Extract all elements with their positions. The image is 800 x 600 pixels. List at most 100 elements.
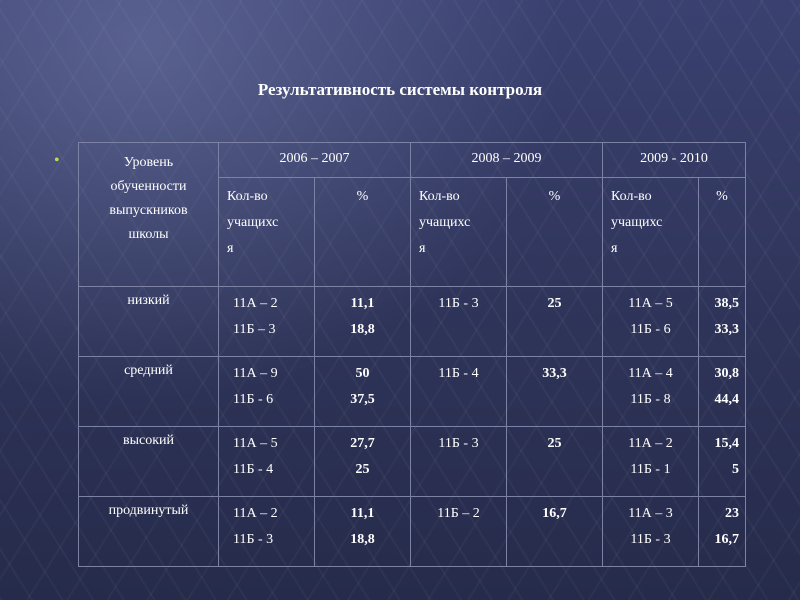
header-level-line: Уровень	[123, 155, 174, 170]
pct-value: 18,8	[350, 532, 375, 547]
pct-cell: 11,1 18,8	[314, 496, 411, 567]
count-cell: 11А – 2 11Б - 3	[218, 496, 315, 567]
pct-value: 16,7	[542, 506, 567, 521]
pct-cell: 30,8 44,4	[697, 356, 747, 427]
level-cell: средний	[78, 356, 219, 427]
pct-value: 25	[547, 436, 562, 451]
count-cell: 11Б - 3	[410, 286, 507, 357]
count-cell: 11А – 4 11Б - 8	[602, 356, 699, 427]
pct-cell: 25	[506, 286, 603, 357]
pct-value: 37,5	[350, 392, 375, 407]
count-value: 11А – 4	[628, 366, 673, 381]
header-level-line: обученности	[110, 179, 187, 194]
count-cell: 11А – 5 11Б - 4	[218, 426, 315, 497]
table-row: продвинутый 11А – 2 11Б - 3 11,1 18,8 11…	[78, 496, 747, 567]
table-header-row: Уровень обученности выпускников школы 20…	[78, 142, 747, 287]
level-cell: низкий	[78, 286, 219, 357]
pct-value: 11,1	[350, 506, 375, 521]
count-value: 11А – 2	[233, 296, 278, 311]
count-value: 11А – 9	[233, 366, 278, 381]
table-subheader-row: Кол-во учащихс я % Кол-во учащихс я % Ко…	[79, 177, 747, 287]
pct-cell: 16,7	[506, 496, 603, 567]
count-cell: 11Б – 2	[410, 496, 507, 567]
table-row: низкий 11А – 2 11Б – 3 11,1 18,8 11Б - 3…	[78, 286, 747, 357]
level-cell: высокий	[78, 426, 219, 497]
subheader-count-line: учащихс	[419, 215, 471, 230]
count-value: 11Б - 1	[630, 462, 671, 477]
header-year-2: 2008 – 2009	[410, 142, 603, 178]
count-value: 11Б - 3	[438, 296, 479, 311]
pct-value: 25	[355, 462, 370, 477]
count-value: 11А – 2	[233, 506, 278, 521]
pct-value: 38,5	[714, 296, 740, 311]
subheader-count-line: я	[227, 241, 234, 256]
subheader-count-line: Кол-во	[227, 189, 268, 204]
table-row: высокий 11А – 5 11Б - 4 27,7 25 11Б - 3 …	[78, 426, 747, 497]
count-value: 11Б – 3	[233, 322, 276, 337]
slide-title: Результативность системы контроля	[257, 80, 543, 99]
pct-value: 15,4	[714, 436, 740, 451]
pct-value: 16,7	[714, 532, 740, 547]
pct-value: 27,7	[350, 436, 375, 451]
pct-value: 30,8	[714, 366, 740, 381]
count-cell: 11А – 2 11Б – 3	[218, 286, 315, 357]
results-table: Уровень обученности выпускников школы 20…	[78, 142, 747, 567]
subheader-count-line: Кол-во	[611, 189, 652, 204]
subheader-count-line: я	[419, 241, 426, 256]
count-value: 11А – 2	[628, 436, 673, 451]
bullet-icon: •	[54, 152, 60, 169]
header-level-cell: Уровень обученности выпускников школы	[78, 142, 219, 287]
count-value: 11Б - 3	[630, 532, 671, 547]
pct-cell: 27,7 25	[314, 426, 411, 497]
pct-value: 11,1	[350, 296, 375, 311]
pct-value: 23	[725, 506, 740, 521]
pct-value: 5	[732, 462, 740, 477]
count-cell: 11А – 9 11Б - 6	[218, 356, 315, 427]
count-cell: 11Б - 4	[410, 356, 507, 427]
pct-cell: 15,4 5	[697, 426, 747, 497]
pct-cell: 50 37,5	[314, 356, 411, 427]
header-level-line: школы	[128, 227, 169, 242]
count-value: 11А – 3	[628, 506, 673, 521]
level-cell: продвинутый	[78, 496, 219, 567]
pct-cell: 33,3	[506, 356, 603, 427]
count-value: 11Б - 3	[438, 436, 479, 451]
count-cell: 11А – 2 11Б - 1	[602, 426, 699, 497]
subheader-pct: %	[697, 177, 747, 287]
subheader-pct: %	[314, 177, 411, 287]
count-value: 11Б – 2	[437, 506, 480, 521]
count-value: 11Б - 3	[233, 532, 274, 547]
pct-cell: 11,1 18,8	[314, 286, 411, 357]
subheader-count: Кол-во учащихс я	[410, 177, 507, 287]
subheader-pct: %	[506, 177, 603, 287]
header-year-1: 2006 – 2007	[218, 142, 411, 178]
pct-cell: 25	[506, 426, 603, 497]
subheader-count-line: учащихс	[227, 215, 279, 230]
table-row: средний 11А – 9 11Б - 6 50 37,5 11Б - 4 …	[78, 356, 747, 427]
count-value: 11Б - 4	[233, 462, 274, 477]
subheader-count-line: я	[611, 241, 618, 256]
count-value: 11А – 5	[628, 296, 673, 311]
pct-value: 33,3	[714, 322, 740, 337]
pct-value: 18,8	[350, 322, 375, 337]
count-value: 11Б - 4	[438, 366, 479, 381]
subheader-count-line: учащихс	[611, 215, 663, 230]
pct-value: 33,3	[542, 366, 567, 381]
pct-value: 50	[355, 366, 370, 381]
pct-value: 25	[547, 296, 562, 311]
count-value: 11Б - 6	[233, 392, 274, 407]
subheader-count-line: Кол-во	[419, 189, 460, 204]
header-year-3: 2009 - 2010	[601, 142, 747, 178]
pct-cell: 38,5 33,3	[697, 286, 747, 357]
count-cell: 11А – 5 11Б - 6	[602, 286, 699, 357]
count-cell: 11Б - 3	[410, 426, 507, 497]
pct-cell: 23 16,7	[697, 496, 747, 567]
pct-value: 44,4	[714, 392, 740, 407]
header-level-line: выпускников	[109, 203, 188, 218]
count-value: 11Б - 8	[630, 392, 671, 407]
count-value: 11Б - 6	[630, 322, 671, 337]
count-value: 11А – 5	[233, 436, 278, 451]
subheader-count: Кол-во учащихс я	[602, 177, 699, 287]
count-cell: 11А – 3 11Б - 3	[602, 496, 699, 567]
subheader-count: Кол-во учащихс я	[218, 177, 315, 287]
